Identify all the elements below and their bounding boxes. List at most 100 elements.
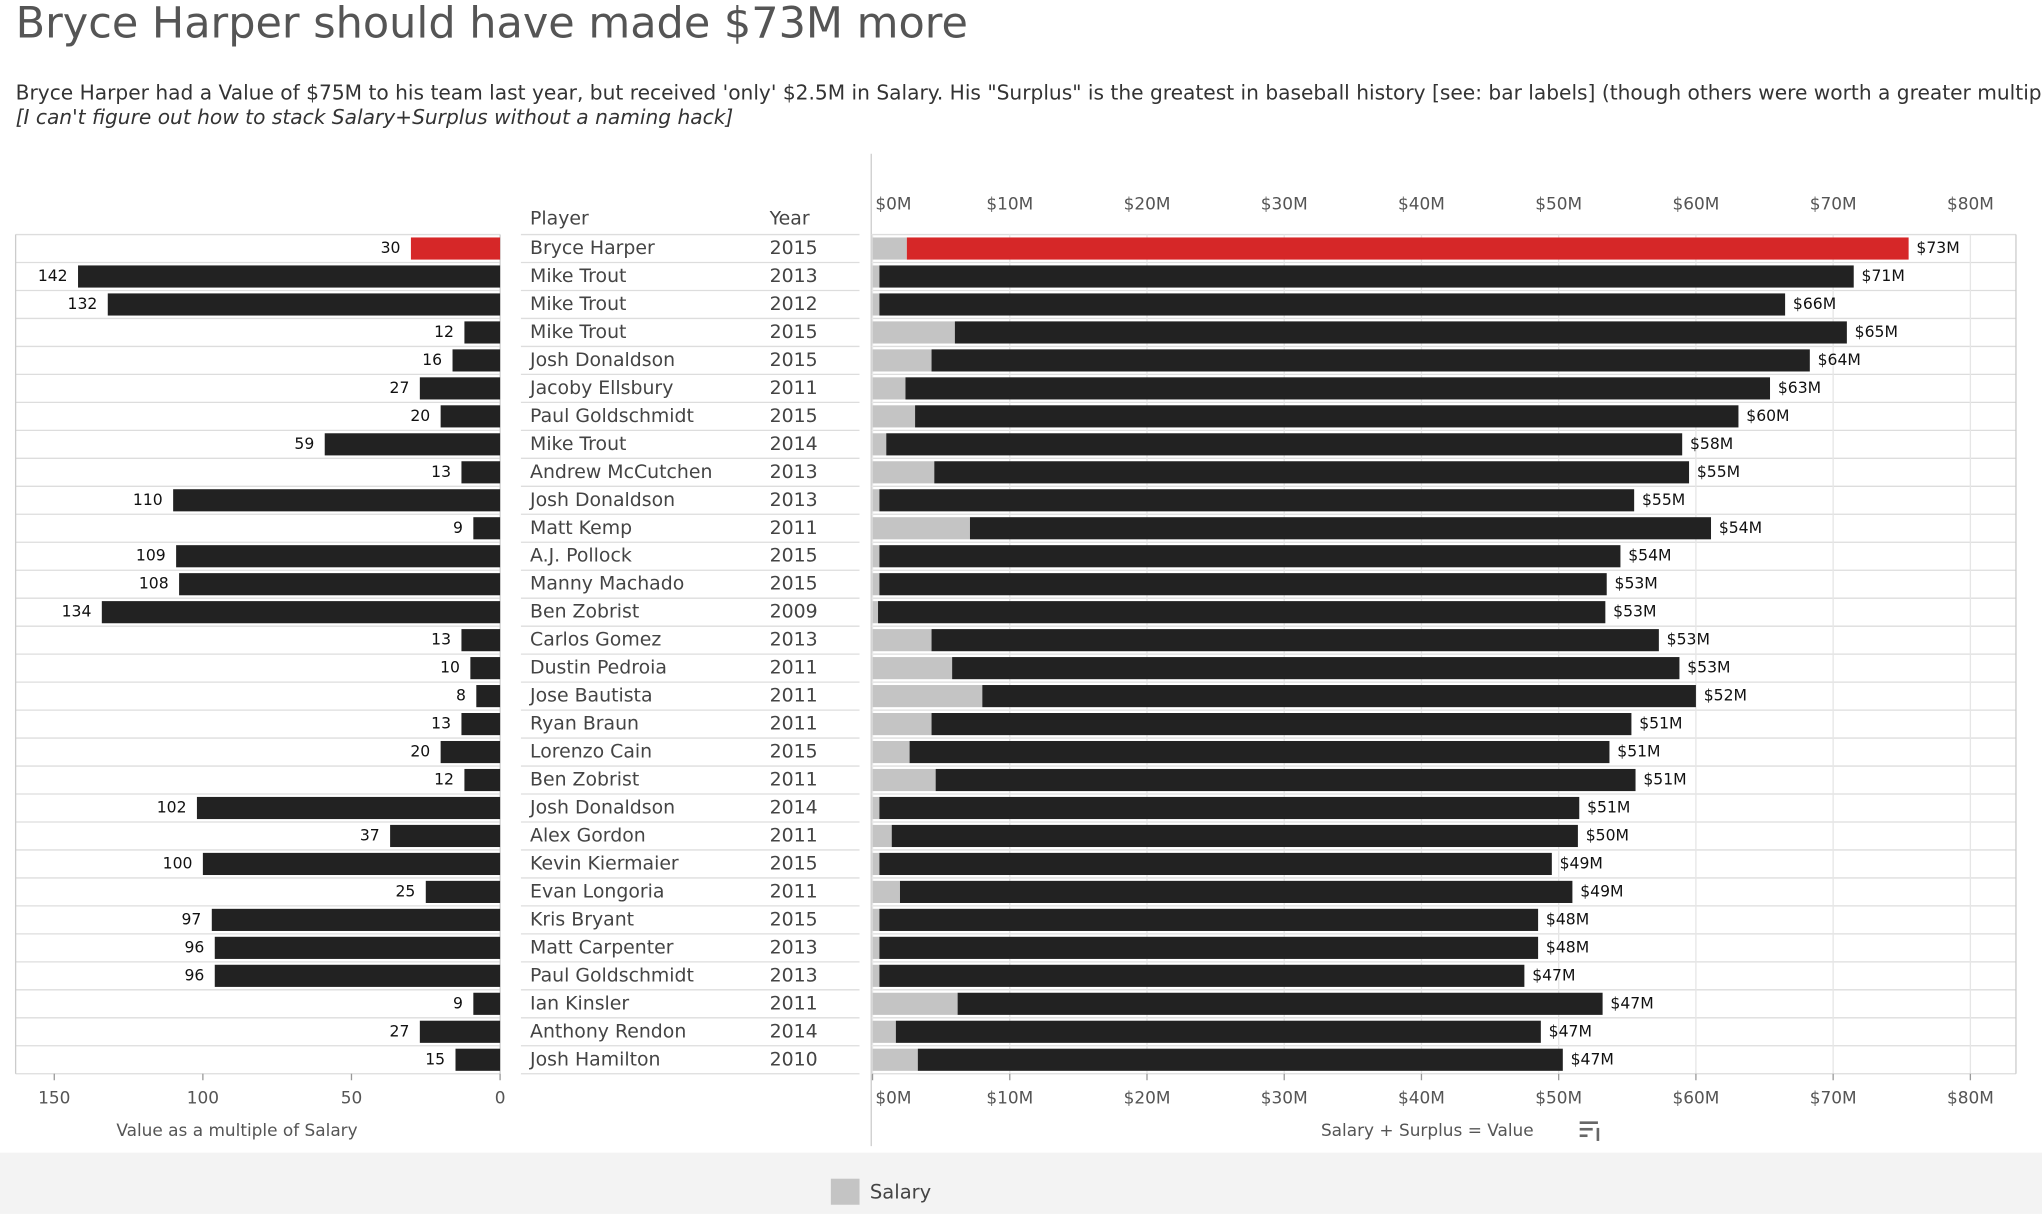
player-name: Ryan Braun <box>530 713 639 735</box>
year: 2013 <box>770 489 818 511</box>
salary-bar <box>872 657 953 680</box>
salary-bar <box>872 992 958 1015</box>
value-label: $53M <box>1613 603 1656 621</box>
value-label: 27 <box>390 379 410 397</box>
value-label: $54M <box>1719 519 1762 537</box>
value-label: 100 <box>163 854 193 872</box>
bar <box>78 265 501 288</box>
salary-bar <box>872 377 906 400</box>
player-name: Mike Trout <box>530 321 626 343</box>
player-name: Kris Bryant <box>530 908 634 930</box>
value-label: 27 <box>390 1022 410 1040</box>
value-label: 97 <box>181 910 201 928</box>
value-label: 12 <box>434 771 454 789</box>
x-tick-label: $50M <box>1535 194 1582 214</box>
surplus-bar <box>895 1020 1541 1043</box>
value-label: 15 <box>425 1050 445 1068</box>
salary-bar <box>872 768 936 792</box>
x-tick-label: $30M <box>1261 194 1308 214</box>
value-label: $55M <box>1642 491 1685 509</box>
year: 2011 <box>770 685 818 707</box>
year: 2015 <box>770 349 818 371</box>
value-label: 13 <box>431 715 451 733</box>
surplus-bar <box>906 237 1909 260</box>
value-label: $55M <box>1697 463 1740 481</box>
value-label: $73M <box>1916 239 1959 257</box>
player-name: Carlos Gomez <box>530 629 661 651</box>
bar <box>440 740 501 764</box>
bar <box>440 405 501 428</box>
bar <box>473 992 501 1015</box>
legend-label[interactable]: Salary <box>870 1181 931 1204</box>
salary-bar <box>872 740 910 764</box>
x-tick-label: 150 <box>38 1087 70 1107</box>
value-label: $51M <box>1639 715 1682 733</box>
year: 2011 <box>770 657 818 679</box>
year: 2015 <box>770 573 818 595</box>
value-label: $54M <box>1628 547 1671 565</box>
value-label: 109 <box>136 547 166 565</box>
value-label: 37 <box>360 826 380 844</box>
surplus-bar <box>879 573 1607 596</box>
year: 2014 <box>770 1020 818 1042</box>
surplus-bar <box>935 768 1636 792</box>
surplus-bar <box>879 936 1539 959</box>
x-axis-title: Value as a multiple of Salary <box>116 1120 357 1140</box>
player-name: Matt Carpenter <box>530 936 674 958</box>
player-name: Ian Kinsler <box>530 992 629 1014</box>
value-label: 59 <box>294 435 314 453</box>
x-axis-title: Salary + Surplus = Value <box>1321 1120 1534 1140</box>
surplus-bar <box>969 517 1712 540</box>
surplus-bar <box>954 321 1847 344</box>
value-label: $49M <box>1580 882 1623 900</box>
year: 2011 <box>770 769 818 791</box>
salary-bar <box>872 293 880 316</box>
surplus-bar <box>879 265 1854 288</box>
year: 2015 <box>770 321 818 343</box>
bar <box>419 377 501 400</box>
value-label: 8 <box>456 687 466 705</box>
surplus-bar <box>886 433 1683 456</box>
surplus-bar <box>879 964 1525 987</box>
surplus-bar <box>879 852 1552 876</box>
value-label: 132 <box>68 295 98 313</box>
bar <box>476 685 501 708</box>
bar <box>461 629 501 652</box>
bar <box>101 601 501 624</box>
year: 2015 <box>770 908 818 930</box>
bar <box>202 852 501 876</box>
x-tick-label: 0 <box>495 1087 506 1107</box>
surplus-bar <box>917 1048 1563 1071</box>
player-name: Josh Donaldson <box>529 349 675 371</box>
value-label: $48M <box>1546 938 1589 956</box>
value-label: 30 <box>381 239 401 257</box>
salary-bar <box>872 880 900 903</box>
value-label: 20 <box>410 407 430 425</box>
x-tick-label: $60M <box>1672 1087 1719 1107</box>
player-name: Bryce Harper <box>530 237 655 259</box>
value-label: $48M <box>1546 910 1589 928</box>
value-label: $71M <box>1862 267 1905 285</box>
salary-bar <box>872 349 932 372</box>
player-name: Manny Machado <box>530 573 684 595</box>
value-label: 134 <box>62 603 92 621</box>
player-name: Dustin Pedroia <box>530 657 667 679</box>
value-label: 9 <box>453 994 463 1012</box>
player-name: A.J. Pollock <box>530 545 632 567</box>
year: 2011 <box>770 880 818 902</box>
salary-bar <box>872 545 880 568</box>
player-name: Ben Zobrist <box>530 601 639 623</box>
year: 2014 <box>770 433 818 455</box>
x-tick-label: $70M <box>1810 1087 1857 1107</box>
value-label: 25 <box>395 882 415 900</box>
player-name: Jose Bautista <box>529 685 653 707</box>
value-label: 12 <box>434 323 454 341</box>
player-name: Kevin Kiermaier <box>530 852 679 874</box>
sort-icon[interactable] <box>1579 1121 1600 1141</box>
surplus-bar <box>878 601 1606 624</box>
value-label: $66M <box>1793 295 1836 313</box>
player-name: Evan Longoria <box>530 880 664 902</box>
bar <box>107 293 501 316</box>
value-label: $51M <box>1617 743 1660 761</box>
salary-bar <box>872 265 880 288</box>
